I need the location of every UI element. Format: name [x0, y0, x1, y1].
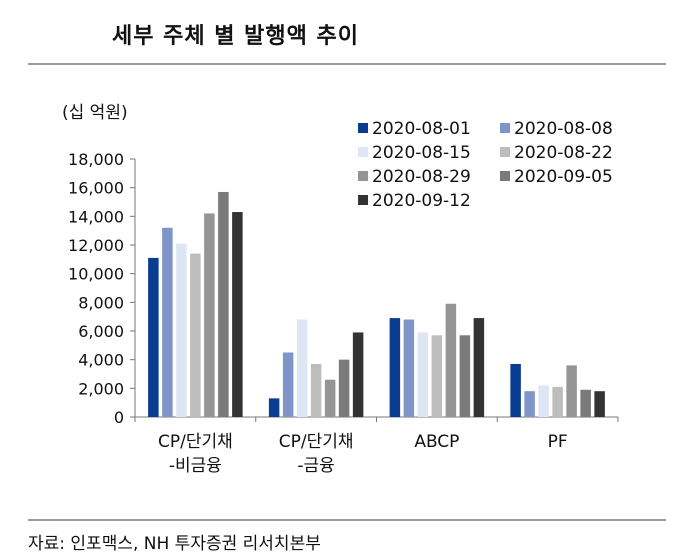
- y-tick-label: 14,000: [68, 207, 124, 226]
- bar: [190, 253, 201, 417]
- legend-label: 2020-09-12: [372, 191, 471, 211]
- bar: [324, 379, 336, 417]
- bar: [176, 243, 187, 417]
- bar: [459, 335, 471, 417]
- chart-title: 세부 주체 별 발행액 추이: [112, 24, 360, 49]
- bar: [510, 363, 521, 417]
- x-category-label: -금융: [297, 456, 334, 476]
- legend-label: 2020-08-01: [372, 119, 471, 139]
- bar: [524, 391, 535, 417]
- bar: [594, 391, 605, 417]
- legend-label: 2020-08-22: [514, 143, 613, 163]
- bar: [552, 386, 563, 417]
- bar: [538, 385, 549, 417]
- legend-swatch: [358, 123, 368, 133]
- bar: [352, 332, 364, 417]
- legend-label: 2020-08-29: [372, 167, 471, 187]
- x-category-label: -비금융: [169, 456, 222, 476]
- legend-swatch: [500, 171, 510, 181]
- bar: [268, 398, 280, 417]
- top-divider: [28, 63, 666, 65]
- y-tick-label: 2,000: [78, 379, 124, 398]
- legend-swatch: [358, 171, 368, 181]
- bar: [417, 332, 429, 417]
- bar: [473, 318, 485, 417]
- bar: [218, 191, 229, 417]
- x-category-label: ABCP: [414, 432, 459, 452]
- x-category-label: CP/단기채: [158, 432, 233, 452]
- x-category-label: PF: [548, 432, 568, 452]
- bar-chart: (십 억원) 0 2,000 4,000 6,000 8,000 10,000 12,000 1…: [62, 103, 619, 476]
- y-unit-label: (십 억원): [62, 103, 128, 123]
- bar: [232, 212, 243, 417]
- x-category-label: CP/단기채: [279, 432, 354, 452]
- bar: [282, 352, 294, 417]
- y-tick-label: 16,000: [68, 179, 124, 198]
- y-tick-label: 4,000: [78, 351, 124, 370]
- bar: [296, 319, 308, 417]
- y-tick-label: 0: [114, 408, 124, 427]
- bar: [148, 257, 159, 417]
- bar: [403, 319, 415, 417]
- bar: [389, 318, 401, 417]
- source-note: 자료: 인포맥스, NH 투자증권 리서치본부: [28, 534, 321, 554]
- y-tick-label: 10,000: [68, 265, 124, 284]
- bar: [310, 363, 322, 417]
- y-tick-label: 8,000: [78, 293, 124, 312]
- legend-label: 2020-08-08: [514, 119, 613, 139]
- legend-swatch: [358, 147, 368, 157]
- legend-swatch: [500, 147, 510, 157]
- bar: [566, 365, 577, 417]
- bar: [580, 389, 591, 417]
- bar: [445, 303, 457, 417]
- legend-label: 2020-08-15: [372, 143, 471, 163]
- bar: [162, 227, 173, 417]
- legend-swatch: [500, 123, 510, 133]
- bar: [204, 213, 215, 417]
- y-tick-label: 6,000: [78, 322, 124, 341]
- y-tick-label: 12,000: [68, 236, 124, 255]
- bottom-divider: [28, 519, 666, 521]
- bar: [338, 359, 350, 417]
- bar: [431, 335, 443, 417]
- y-tick-label: 18,000: [68, 150, 124, 169]
- legend-label: 2020-09-05: [514, 167, 613, 187]
- legend-swatch: [358, 195, 368, 205]
